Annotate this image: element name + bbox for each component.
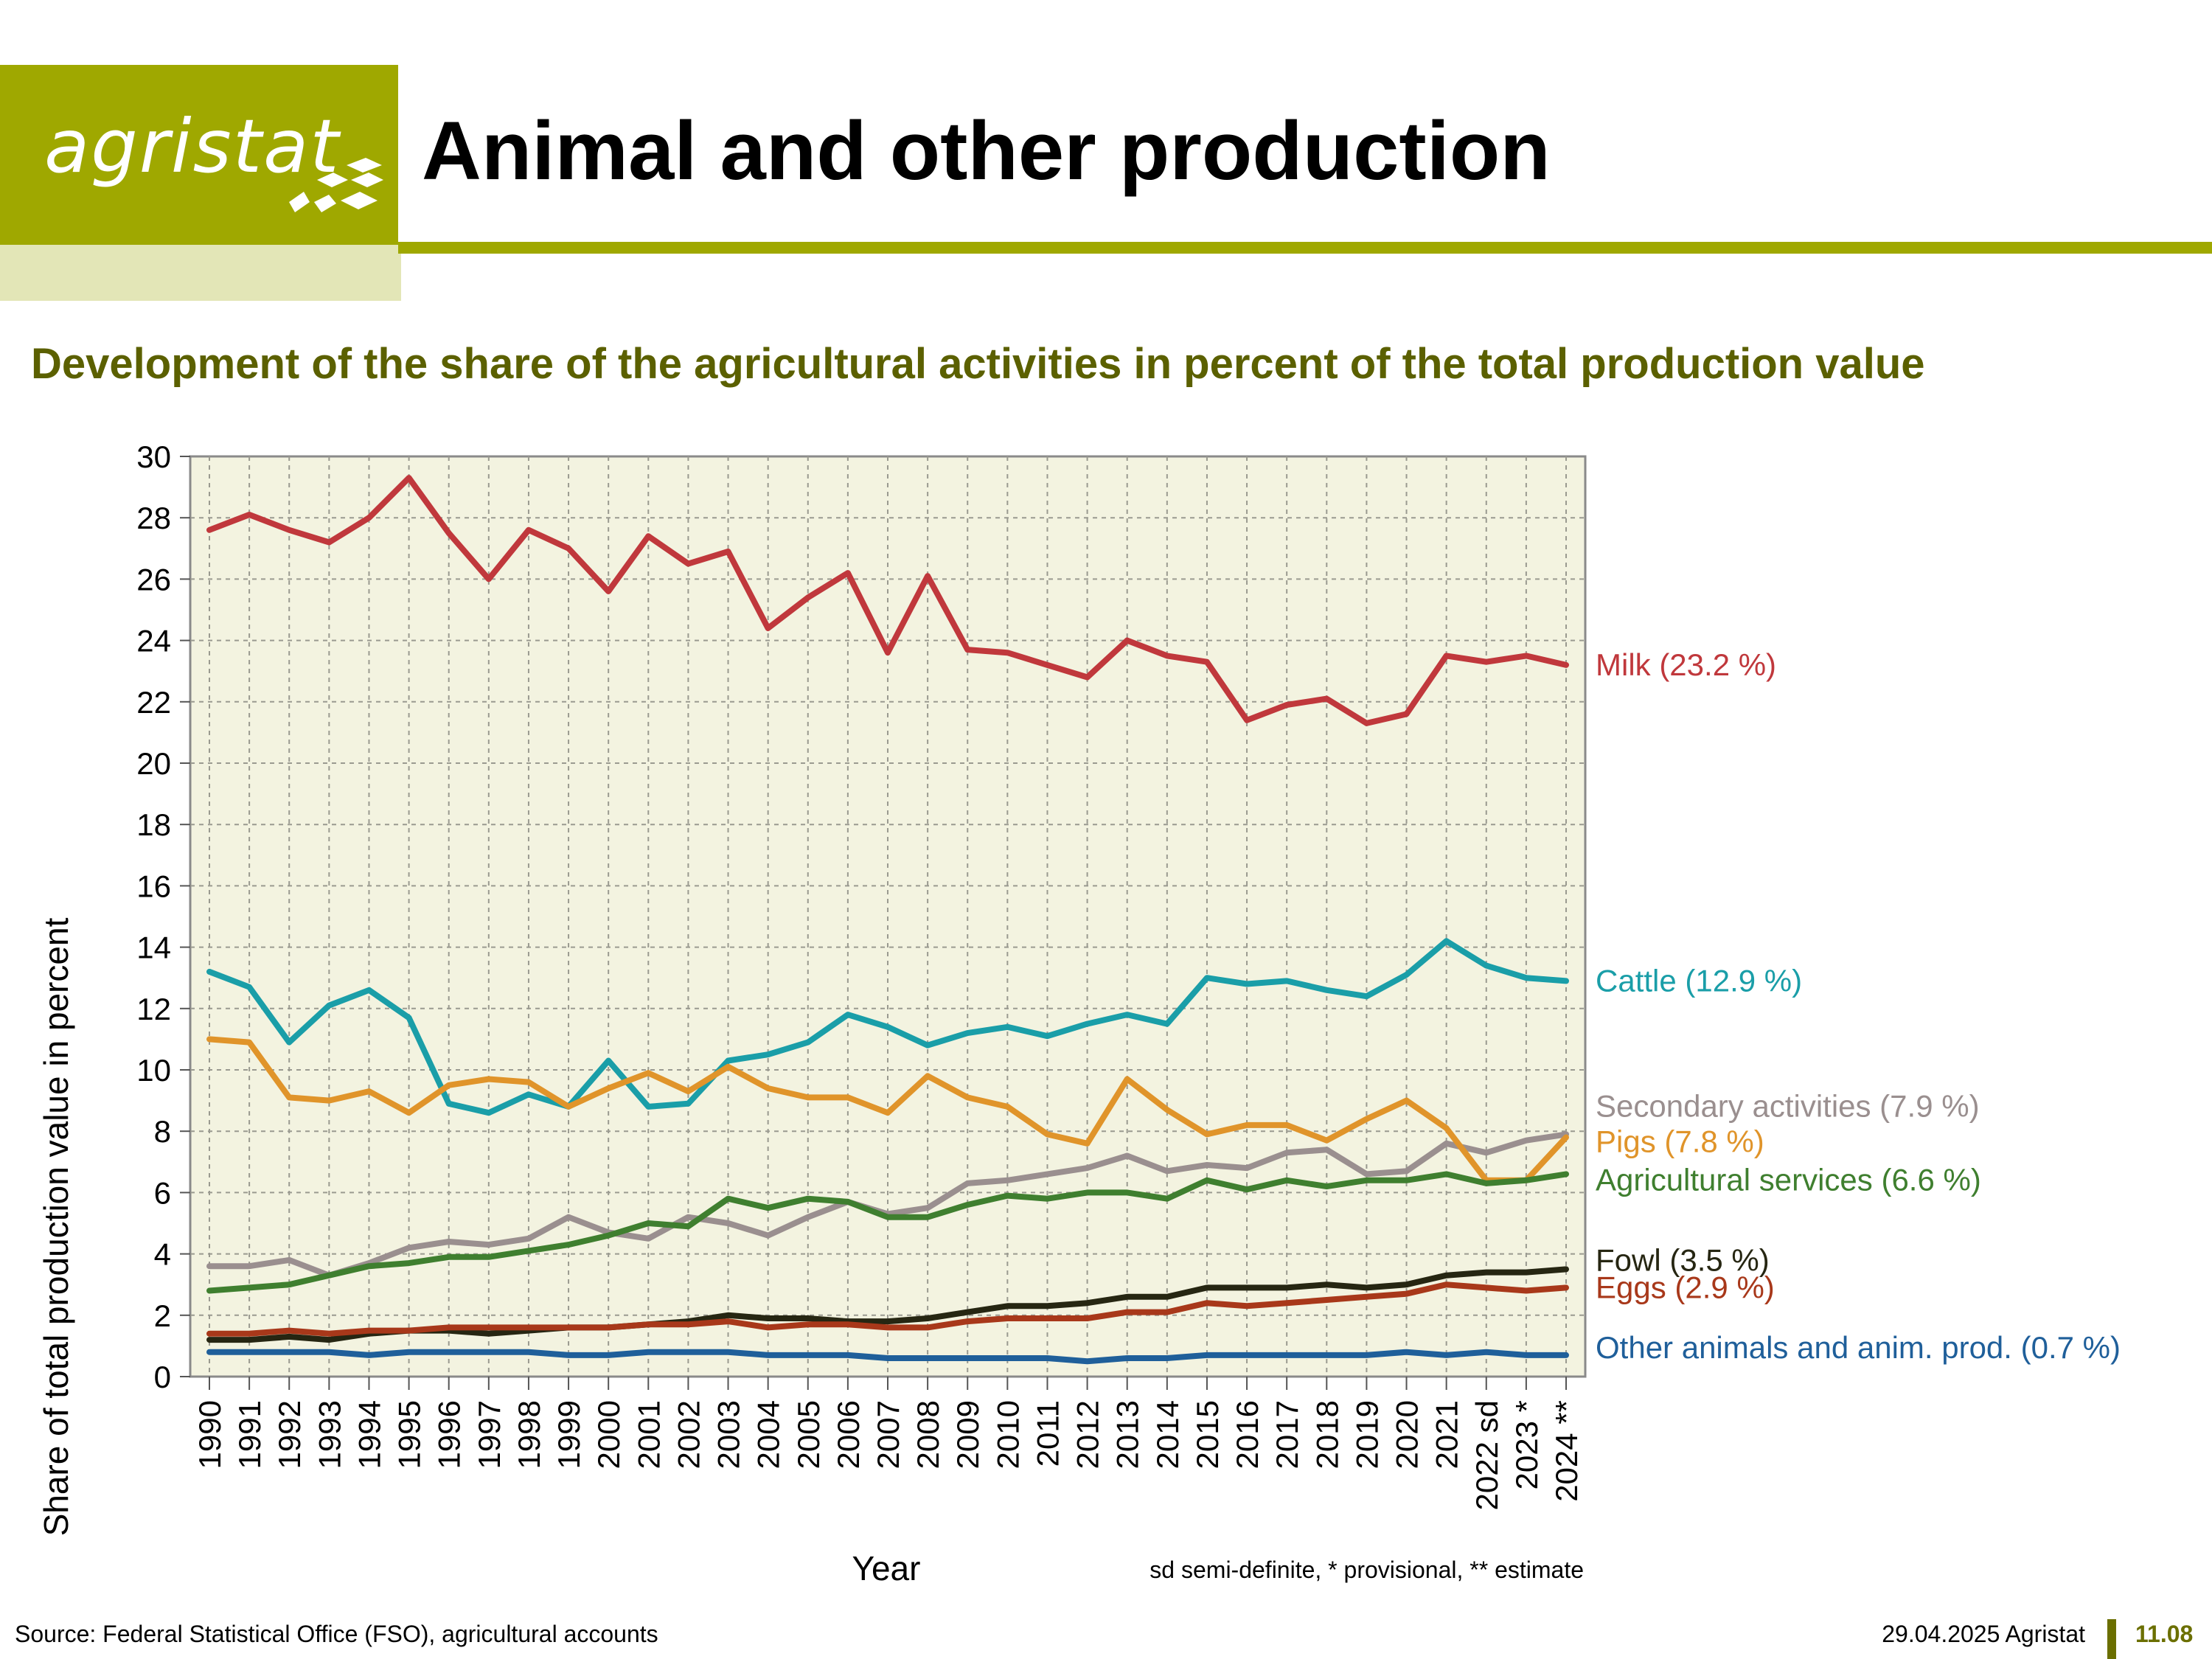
x-tick-label: 2019 — [1349, 1400, 1384, 1469]
series-line — [206, 1036, 1569, 1183]
x-tick-label: 2014 — [1150, 1400, 1185, 1469]
logo-panel-accent — [0, 245, 401, 301]
y-tick-label: 0 — [154, 1360, 171, 1394]
y-tick-label: 6 — [154, 1175, 171, 1210]
series-line — [206, 1349, 1569, 1365]
x-axis-label: Year — [852, 1549, 921, 1587]
x-tick-label: 1992 — [272, 1400, 307, 1469]
x-tick-label: 2013 — [1110, 1400, 1145, 1469]
x-tick-label: 2005 — [791, 1400, 826, 1469]
y-tick-label: 28 — [136, 501, 171, 535]
x-tick-label: 1999 — [552, 1400, 586, 1469]
x-tick-label: 2004 — [751, 1400, 786, 1469]
x-tick-label: 2007 — [871, 1400, 905, 1469]
series-lines — [206, 475, 1569, 1365]
y-tick-label: 16 — [136, 869, 171, 903]
x-tick-label: 2002 — [671, 1400, 706, 1469]
series-label: Cattle (12.9 %) — [1596, 963, 1802, 998]
series-label: Milk (23.2 %) — [1596, 647, 1776, 682]
x-tick-label: 2018 — [1310, 1400, 1344, 1469]
title-underline — [398, 242, 2212, 254]
y-tick-label: 4 — [154, 1237, 171, 1272]
series-line — [206, 475, 1569, 726]
x-tick-label: 2011 — [1030, 1400, 1065, 1467]
date-note: 29.04.2025 Agristat — [1882, 1621, 2085, 1647]
x-tick-label: 1997 — [472, 1400, 507, 1469]
x-tick-label: 2020 — [1390, 1400, 1425, 1469]
page-number: 11.08 — [2135, 1621, 2194, 1647]
series-label: Agricultural services (6.6 %) — [1596, 1162, 1981, 1197]
x-tick-label: 2023 * — [1509, 1400, 1544, 1489]
x-tick-label: 2017 — [1270, 1400, 1304, 1469]
y-tick-label: 22 — [136, 685, 171, 720]
x-axis: 1990 1991 1992 1993 1994 1995 1996 1997 1998 1999… — [192, 1377, 1584, 1510]
x-tick-label: 1995 — [392, 1400, 427, 1469]
series-label: Other animals and anim. prod. (0.7 %) — [1596, 1330, 2121, 1365]
x-tick-label: 1996 — [432, 1400, 467, 1469]
x-tick-label: 2024 ** — [1549, 1400, 1584, 1502]
series-labels: Milk (23.2 %) Cattle (12.9 %) Secondary ac… — [1596, 647, 2121, 1365]
page-marker — [2107, 1619, 2116, 1659]
x-tick-label: 1998 — [512, 1400, 546, 1469]
series-line — [206, 938, 1569, 1116]
x-tick-label: 2009 — [950, 1400, 985, 1469]
x-tick-label: 1993 — [312, 1400, 347, 1469]
x-tick-label: 1990 — [192, 1400, 227, 1469]
x-tick-label: 2008 — [911, 1400, 945, 1469]
y-tick-label: 12 — [136, 992, 171, 1026]
y-tick-label: 14 — [136, 931, 171, 965]
chart-subtitle: Development of the share of the agricult… — [31, 340, 1925, 388]
x-tick-label: 1994 — [352, 1400, 386, 1469]
chart-footnote: sd semi-definite, * provisional, ** esti… — [1150, 1557, 1584, 1583]
y-tick-label: 18 — [136, 807, 171, 842]
x-tick-label: 2016 — [1230, 1400, 1265, 1469]
x-tick-label: 2003 — [712, 1400, 746, 1469]
y-tick-label: 26 — [136, 562, 171, 597]
x-tick-label: 2010 — [990, 1400, 1025, 1469]
x-tick-label: 2015 — [1190, 1400, 1225, 1469]
series-label: Pigs (7.8 %) — [1596, 1124, 1764, 1159]
series-line — [206, 1171, 1569, 1294]
grid-lines — [190, 456, 1585, 1377]
logo-text: agristat — [44, 103, 341, 189]
x-tick-label: 2022 sd — [1470, 1400, 1504, 1510]
y-tick-label: 24 — [136, 624, 171, 658]
source-note: Source: Federal Statistical Office (FSO)… — [15, 1621, 658, 1647]
y-tick-label: 8 — [154, 1114, 171, 1149]
series-line — [206, 1281, 1569, 1337]
series-label: Secondary activities (7.9 %) — [1596, 1088, 1980, 1123]
x-tick-label: 2012 — [1071, 1400, 1105, 1469]
series-label: Eggs (2.9 %) — [1596, 1270, 1775, 1304]
series-label: Fowl (3.5 %) — [1596, 1242, 1770, 1277]
y-tick-label: 20 — [136, 746, 171, 781]
x-tick-label: 2006 — [831, 1400, 866, 1469]
y-tick-label: 2 — [154, 1298, 171, 1333]
x-tick-label: 2001 — [631, 1400, 666, 1469]
y-axis-label: Share of total production value in perce… — [37, 917, 75, 1536]
x-tick-label: 1991 — [232, 1400, 267, 1469]
x-tick-label: 2021 — [1430, 1400, 1464, 1469]
y-tick-label: 10 — [136, 1053, 171, 1088]
logo-panel — [0, 65, 398, 245]
y-tick-label: 30 — [136, 439, 171, 474]
logo-diamonds-icon — [289, 158, 383, 212]
page-title: Animal and other production — [422, 105, 1551, 197]
x-tick-label: 2000 — [591, 1400, 626, 1469]
